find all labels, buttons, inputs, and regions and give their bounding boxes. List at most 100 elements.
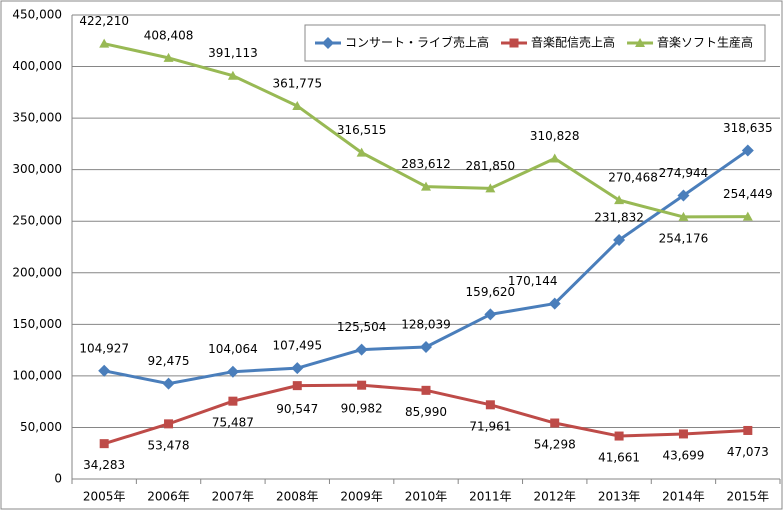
marker bbox=[322, 37, 334, 49]
data-label: 128,039 bbox=[401, 317, 451, 331]
x-tick-label: 2013年 bbox=[598, 490, 641, 504]
data-label: 104,064 bbox=[208, 342, 258, 356]
y-tick-label: 300,000 bbox=[12, 162, 62, 176]
legend-label: 音楽配信売上高 bbox=[531, 35, 615, 50]
y-tick-label: 450,000 bbox=[12, 8, 62, 22]
y-tick-label: 50,000 bbox=[20, 420, 62, 434]
data-label: 90,547 bbox=[276, 402, 318, 416]
legend: コンサート・ライブ売上高 音楽配信売上高 音楽ソフト生産高 bbox=[304, 24, 766, 62]
marker bbox=[164, 419, 174, 429]
marker bbox=[678, 211, 689, 221]
data-label: 90,982 bbox=[341, 402, 383, 416]
marker bbox=[356, 147, 367, 157]
data-label: 34,283 bbox=[83, 458, 125, 472]
legend-box bbox=[304, 24, 766, 62]
marker bbox=[99, 38, 110, 48]
data-label: 231,832 bbox=[594, 210, 644, 224]
x-tick-label: 2011年 bbox=[469, 490, 512, 504]
marker bbox=[227, 70, 238, 80]
marker bbox=[549, 153, 560, 163]
marker bbox=[226, 365, 239, 378]
legend-label: コンサート・ライブ売上高 bbox=[345, 35, 489, 50]
marker bbox=[548, 297, 561, 310]
marker bbox=[678, 429, 688, 439]
data-label: 75,487 bbox=[212, 416, 254, 430]
marker bbox=[421, 385, 431, 395]
marker bbox=[420, 340, 432, 353]
data-label: 318,635 bbox=[723, 121, 773, 135]
x-tick-label: 2012年 bbox=[533, 490, 576, 504]
marker bbox=[291, 362, 304, 375]
data-label: 107,495 bbox=[272, 339, 322, 353]
data-label: 310,828 bbox=[530, 129, 580, 143]
data-label: 391,113 bbox=[208, 46, 258, 60]
x-tick-label: 2008年 bbox=[276, 490, 319, 504]
marker bbox=[742, 211, 753, 221]
y-tick-label: 250,000 bbox=[12, 214, 62, 228]
marker bbox=[163, 52, 174, 62]
data-label: 270,468 bbox=[608, 171, 658, 185]
marker bbox=[677, 189, 690, 202]
data-label: 85,990 bbox=[405, 405, 447, 419]
marker bbox=[743, 425, 753, 435]
data-label: 54,298 bbox=[534, 438, 576, 452]
series: 104,927 92,475 104,064 107,495 125,504 128,03… bbox=[79, 121, 773, 390]
data-label: 71,961 bbox=[469, 419, 511, 433]
marker bbox=[550, 418, 560, 428]
data-label: 43,699 bbox=[662, 448, 704, 462]
data-label: 274,944 bbox=[659, 166, 709, 180]
y-tick-label: 400,000 bbox=[12, 59, 62, 73]
data-label: 41,661 bbox=[598, 451, 640, 465]
data-label: 159,620 bbox=[466, 285, 516, 299]
data-label: 47,073 bbox=[727, 445, 769, 459]
data-label: 170,144 bbox=[508, 274, 558, 288]
y-tick-label: 350,000 bbox=[12, 111, 62, 125]
data-label: 104,927 bbox=[79, 341, 129, 355]
marker bbox=[484, 308, 497, 321]
data-label: 53,478 bbox=[148, 438, 190, 452]
marker bbox=[485, 183, 496, 193]
y-tick-label: 200,000 bbox=[12, 265, 62, 279]
data-label: 254,449 bbox=[723, 187, 773, 201]
marker bbox=[162, 377, 175, 390]
data-label: 281,850 bbox=[466, 159, 516, 173]
marker bbox=[357, 380, 367, 390]
series: 422,210 408,408 391,113 361,775 316,515 283,6… bbox=[79, 14, 772, 245]
marker bbox=[485, 400, 495, 410]
marker bbox=[421, 181, 431, 191]
y-tick-label: 0 bbox=[54, 472, 62, 486]
marker bbox=[509, 38, 519, 48]
legend-label: 音楽ソフト生産高 bbox=[657, 35, 753, 50]
x-tick-label: 2006年 bbox=[147, 490, 190, 504]
data-label: 125,504 bbox=[337, 320, 387, 334]
data-label: 283,612 bbox=[401, 157, 451, 171]
marker bbox=[614, 195, 625, 205]
marker bbox=[292, 381, 302, 391]
marker bbox=[741, 144, 754, 157]
marker bbox=[355, 343, 368, 356]
data-label: 92,475 bbox=[148, 354, 190, 368]
marker bbox=[292, 100, 303, 110]
marker bbox=[228, 396, 238, 406]
series: 34,283 53,478 75,487 90,547 90,982 85,990 71,9… bbox=[83, 380, 769, 472]
x-tick-label: 2010年 bbox=[405, 490, 448, 504]
marker bbox=[98, 364, 111, 377]
x-tick-label: 2007年 bbox=[212, 490, 255, 504]
y-tick-label: 150,000 bbox=[12, 317, 62, 331]
marker bbox=[613, 233, 626, 246]
x-tick-label: 2009年 bbox=[340, 490, 383, 504]
x-tick-label: 2005年 bbox=[83, 490, 126, 504]
data-label: 408,408 bbox=[144, 28, 194, 42]
data-label: 316,515 bbox=[337, 123, 387, 137]
marker bbox=[614, 431, 624, 441]
x-tick-label: 2014年 bbox=[662, 490, 705, 504]
data-label: 422,210 bbox=[79, 14, 129, 28]
marker bbox=[635, 38, 646, 47]
marker bbox=[99, 439, 109, 449]
data-label: 361,775 bbox=[272, 76, 322, 90]
x-tick-label: 2015年 bbox=[727, 490, 770, 504]
data-label: 254,176 bbox=[659, 231, 709, 245]
